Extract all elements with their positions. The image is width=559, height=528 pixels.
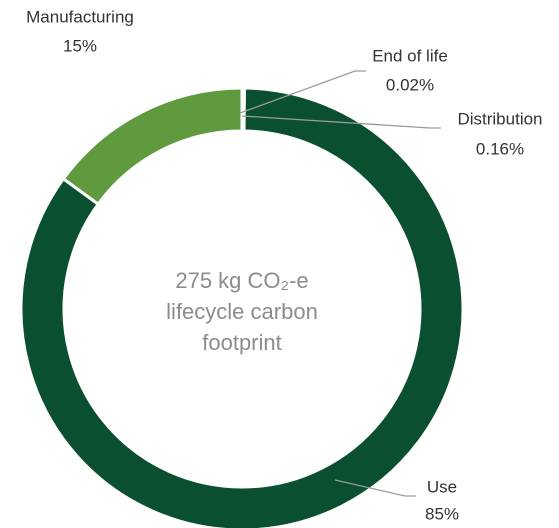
category-label: End of life <box>372 46 448 65</box>
leader-line <box>334 479 416 497</box>
category-label: Manufacturing <box>26 7 134 26</box>
center-text: 275 kg CO₂-e <box>175 268 308 293</box>
donut-segment <box>19 86 465 528</box>
value-label: 15% <box>63 36 97 55</box>
value-label: 85% <box>425 504 459 523</box>
value-label: 0.02% <box>386 75 434 94</box>
donut-segment <box>61 86 244 207</box>
leader-line <box>241 115 441 129</box>
center-text: lifecycle carbon <box>166 299 318 324</box>
value-label: 0.16% <box>476 139 524 158</box>
category-label: Use <box>427 477 457 496</box>
category-label: Distribution <box>457 109 542 128</box>
leader-line <box>239 70 366 114</box>
center-text: footprint <box>202 330 282 355</box>
